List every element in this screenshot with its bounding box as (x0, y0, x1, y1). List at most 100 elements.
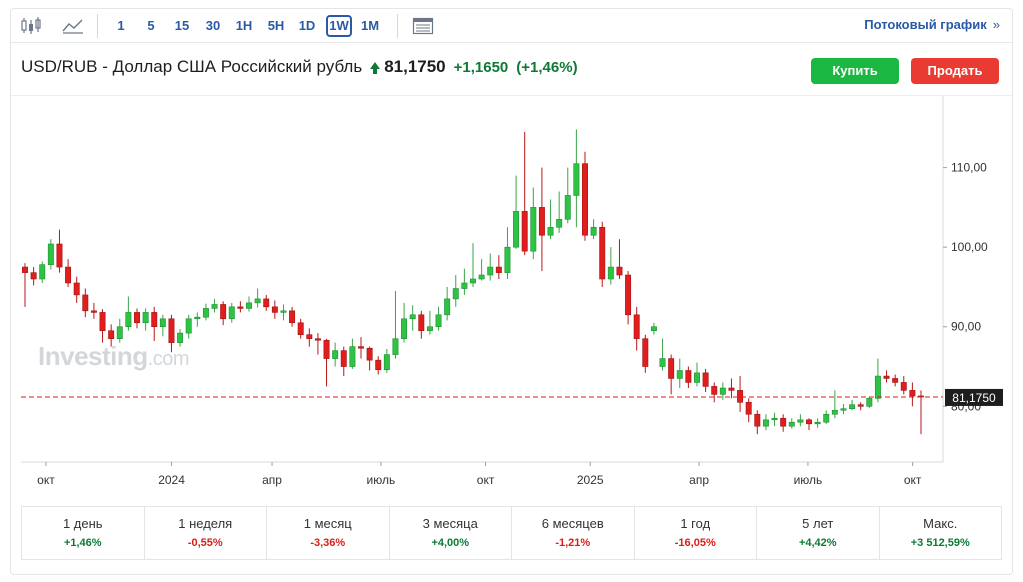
candle-body[interactable] (676, 370, 683, 379)
candle-body[interactable] (194, 316, 201, 320)
candle-body[interactable] (401, 318, 408, 339)
candle-body[interactable] (211, 304, 218, 309)
candle-body[interactable] (806, 419, 812, 425)
candle-body[interactable] (892, 378, 899, 383)
candle-body[interactable] (237, 306, 244, 309)
candle-body[interactable] (745, 402, 752, 415)
candle-body[interactable] (633, 314, 640, 339)
period-cell[interactable]: 1 месяц -3,36% (267, 507, 390, 559)
candle-body[interactable] (340, 350, 347, 367)
candlestick-chart-icon[interactable] (19, 15, 43, 37)
interval-1w[interactable]: 1W (326, 15, 352, 37)
candle-body[interactable] (711, 386, 718, 395)
candle-body[interactable] (108, 330, 115, 339)
interval-1h[interactable]: 1H (235, 18, 253, 33)
candle-body[interactable] (82, 294, 89, 312)
candle-body[interactable] (521, 211, 528, 252)
candle-body[interactable] (306, 334, 313, 339)
candle-body[interactable] (530, 207, 537, 252)
candle-body[interactable] (590, 226, 597, 236)
candle-body[interactable] (280, 310, 287, 313)
candle-body[interactable] (332, 350, 339, 359)
candle-body[interactable] (392, 338, 399, 355)
candle-body[interactable] (470, 278, 476, 284)
candle-body[interactable] (461, 282, 468, 289)
candle-body[interactable] (289, 310, 296, 324)
interval-15[interactable]: 15 (174, 18, 190, 33)
candle-body[interactable] (39, 264, 46, 280)
candle-body[interactable] (702, 372, 709, 387)
candle-body[interactable] (582, 163, 588, 236)
candle-body[interactable] (358, 346, 364, 349)
candle-body[interactable] (116, 326, 123, 339)
candle-body[interactable] (349, 346, 356, 367)
candle-body[interactable] (762, 419, 769, 427)
candle-body[interactable] (849, 404, 856, 409)
candle-body[interactable] (538, 207, 545, 236)
candle-body[interactable] (375, 359, 382, 371)
candle-body[interactable] (719, 387, 726, 395)
candle-body[interactable] (797, 419, 804, 423)
interval-30[interactable]: 30 (205, 18, 221, 33)
candle-body[interactable] (452, 288, 459, 300)
streaming-chart-link[interactable]: Потоковый график » (864, 17, 1000, 32)
candle-body[interactable] (685, 370, 692, 383)
candle-body[interactable] (168, 318, 175, 343)
candle-body[interactable] (56, 243, 63, 268)
candle-body[interactable] (366, 347, 373, 361)
buy-button[interactable]: Купить (811, 58, 899, 84)
period-cell[interactable]: 1 год -16,05% (635, 507, 757, 559)
candle-body[interactable] (314, 338, 321, 341)
candle-body[interactable] (487, 266, 494, 276)
candle-body[interactable] (659, 358, 666, 367)
candle-body[interactable] (142, 312, 149, 324)
candle-body[interactable] (737, 390, 744, 403)
period-cell[interactable]: Макс. +3 512,59% (880, 507, 1002, 559)
candle-body[interactable] (814, 421, 821, 425)
candle-body[interactable] (444, 298, 451, 316)
candle-body[interactable] (159, 318, 166, 328)
candle-body[interactable] (874, 375, 881, 399)
candle-body[interactable] (564, 195, 571, 220)
candle-body[interactable] (616, 266, 623, 276)
candle-body[interactable] (650, 326, 657, 332)
candle-body[interactable] (513, 211, 520, 248)
interval-5[interactable]: 5 (147, 18, 155, 33)
candle-body[interactable] (504, 246, 511, 273)
candle-body[interactable] (409, 314, 416, 320)
candle-body[interactable] (263, 298, 270, 308)
candle-body[interactable] (478, 274, 485, 280)
sell-button[interactable]: Продать (911, 58, 999, 84)
candle-body[interactable] (73, 282, 80, 296)
candle-body[interactable] (900, 382, 907, 391)
candle-body[interactable] (90, 310, 97, 313)
candle-body[interactable] (823, 413, 830, 423)
period-cell[interactable]: 6 месяцев -1,21% (512, 507, 635, 559)
candle-body[interactable] (323, 339, 330, 359)
area-chart-icon[interactable] (61, 15, 85, 37)
candle-body[interactable] (556, 219, 563, 228)
candle-body[interactable] (547, 226, 554, 236)
candle-body[interactable] (495, 266, 502, 273)
candle-body[interactable] (47, 243, 54, 265)
candle-body[interactable] (418, 314, 425, 332)
candle-body[interactable] (185, 318, 192, 334)
candle-body[interactable] (694, 372, 700, 383)
interval-5h[interactable]: 5H (267, 18, 285, 33)
candle-body[interactable] (625, 274, 632, 316)
candle-body[interactable] (668, 358, 675, 379)
candle-body[interactable] (99, 312, 106, 332)
candle-body[interactable] (866, 398, 873, 407)
candle-body[interactable] (831, 409, 838, 415)
candle-body[interactable] (728, 387, 735, 391)
candle-body[interactable] (857, 404, 864, 407)
candle-body[interactable] (65, 266, 72, 284)
table-view-icon[interactable] (411, 15, 435, 37)
candle-body[interactable] (125, 312, 132, 328)
candle-body[interactable] (909, 390, 916, 397)
candle-body[interactable] (435, 314, 442, 328)
candle-body[interactable] (228, 306, 235, 320)
candle-body[interactable] (134, 312, 140, 324)
interval-1[interactable]: 1 (117, 18, 125, 33)
